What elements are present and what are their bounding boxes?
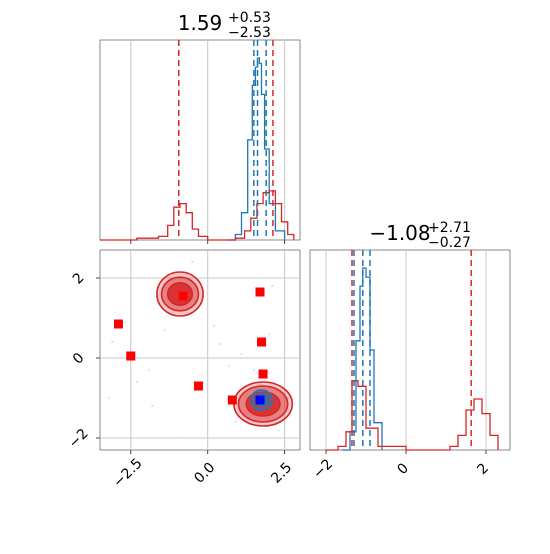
panel-2d-x-ticks: −2.5 0.0 2.5 xyxy=(110,450,295,491)
panel-2d-scatter xyxy=(108,261,289,439)
p2-xtick-label-2: 2 xyxy=(474,460,492,478)
p2-series-1-curve xyxy=(326,380,499,451)
p3-ytick-label-1: 0 xyxy=(70,350,88,368)
p3-sample-point-11 xyxy=(277,429,280,431)
panel-param1-grid xyxy=(130,40,286,244)
p2-xtick-label-1: 0 xyxy=(394,460,412,478)
p3-red-marker-3 xyxy=(126,351,136,361)
p3-xtick-label-2: 2.5 xyxy=(268,460,295,487)
p3-sample-point-18 xyxy=(234,421,237,423)
panel-param2-grid xyxy=(325,250,487,454)
p3-sample-point-0 xyxy=(111,341,114,343)
p3-red-marker-7 xyxy=(227,395,237,405)
title1-sup: +0.53 xyxy=(228,10,271,26)
title1-sub: −2.53 xyxy=(228,25,271,41)
p3-sample-point-6 xyxy=(219,343,221,345)
panel-param1-curves xyxy=(100,57,295,241)
p3-sample-point-4 xyxy=(163,329,166,331)
p3-xtick-label-1: 0.0 xyxy=(191,460,218,487)
p3-sample-point-12 xyxy=(271,285,274,287)
title2-sup: +2.71 xyxy=(428,220,471,236)
panel-param1-quantile-lines xyxy=(178,40,274,240)
p3-sample-point-15 xyxy=(212,325,215,327)
p3-red-marker-1 xyxy=(255,287,265,297)
panel-2d-density: −2.5 0.0 2.5 −2 0 2 xyxy=(66,249,301,491)
title2-sub: −0.27 xyxy=(428,235,471,251)
p3-sample-point-3 xyxy=(151,405,154,407)
p3-red-marker-5 xyxy=(193,381,203,391)
p3-sample-point-14 xyxy=(179,437,181,439)
panel-param2-frame xyxy=(309,249,511,451)
p3-sample-point-1 xyxy=(123,321,126,323)
title1-main: 1.59 xyxy=(178,11,223,35)
p1-series-1-curve xyxy=(100,190,295,241)
p3-sample-point-16 xyxy=(108,397,111,399)
panel-2d-markers xyxy=(113,287,268,405)
p3-sample-point-5 xyxy=(191,261,194,263)
panel-param2-quantile-lines xyxy=(351,250,472,450)
p3-red-marker-2 xyxy=(113,319,123,329)
p3-sample-point-8 xyxy=(240,353,243,355)
p3-red-marker-4 xyxy=(257,337,267,347)
p3-sample-point-9 xyxy=(252,369,255,371)
panel-param1-histogram: 1.59 +0.53 −2.53 xyxy=(99,10,301,244)
p3-sample-point-2 xyxy=(135,381,138,383)
title2-main: −1.08 xyxy=(369,221,430,245)
panel-2d-y-ticks: −2 0 2 xyxy=(66,270,100,452)
panel-param1-frame xyxy=(99,39,301,241)
p3-xtick-label-0: −2.5 xyxy=(110,455,145,490)
p1-series-0-curve xyxy=(226,57,286,241)
p3-blue-marker-0 xyxy=(255,395,265,405)
panel-param2-title: −1.08 xyxy=(369,221,430,245)
panel-param1-title: 1.59 xyxy=(178,11,223,35)
p3-red-marker-6 xyxy=(258,369,268,379)
p3-sample-point-7 xyxy=(228,365,231,367)
panel-2d-grid xyxy=(100,250,300,450)
p3-ytick-label-0: −2 xyxy=(66,426,92,452)
panel-param2-histogram: −1.08 +2.71 −0.27 −2 0 2 xyxy=(309,220,511,482)
p3-sample-point-13 xyxy=(148,369,151,371)
p3-sample-point-10 xyxy=(268,333,271,335)
p3-ytick-label-2: 2 xyxy=(70,270,88,288)
p2-xtick-label-0: −2 xyxy=(310,456,336,482)
panel-param2-x-ticks: −2 0 2 xyxy=(310,456,492,482)
p3-red-marker-0 xyxy=(178,291,188,301)
